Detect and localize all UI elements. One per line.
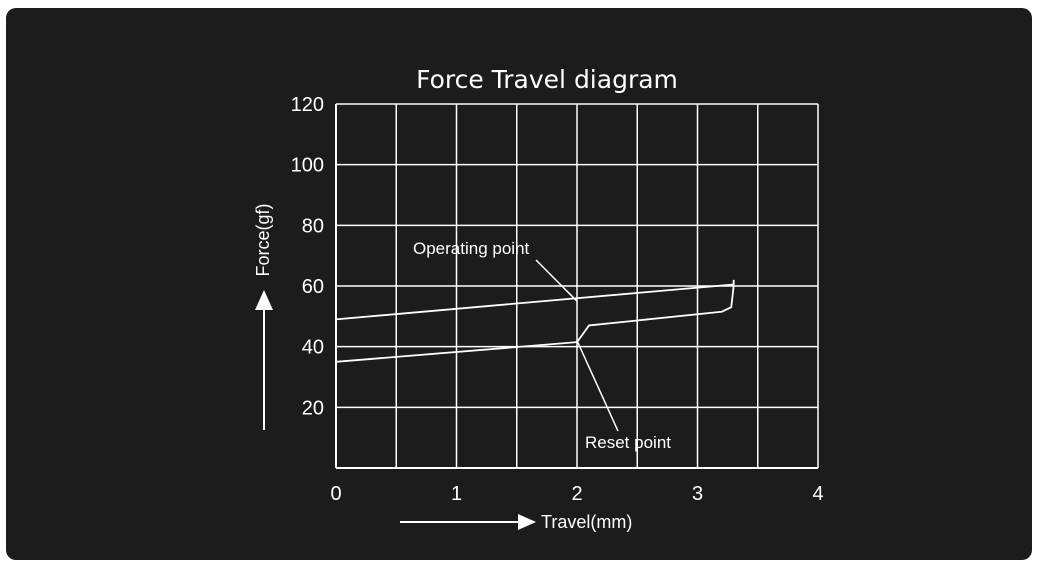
x-tick-label: 4: [812, 483, 823, 505]
chart-title: Force Travel diagram: [416, 65, 678, 94]
series-layer: [335, 279, 735, 363]
x-axis-arrow: [400, 514, 536, 530]
chart-frame: 0 1 2 3 4 20 40 60 80 100 120 Force Travel diagram…: [6, 8, 1032, 560]
operating-point-leader: [535, 259, 578, 302]
reset-point-leader: [576, 340, 619, 432]
y-tick-label: 120: [291, 94, 324, 116]
x-tick-label: 3: [692, 483, 703, 505]
x-tick-label: 0: [330, 483, 341, 505]
y-tick-label: 40: [302, 337, 324, 359]
grid: [335, 103, 819, 469]
y-axis-arrow: [255, 290, 273, 430]
operating-point-label: Operating point: [413, 239, 530, 258]
press-force-line: [335, 279, 735, 321]
tick-labels: 0 1 2 3 4 20 40 60 80 100 120: [291, 94, 824, 505]
y-tick-label: 60: [302, 276, 324, 298]
y-tick-label: 80: [302, 215, 324, 237]
annotation-leaders: [535, 259, 619, 432]
x-tick-label: 2: [571, 483, 582, 505]
y-axis-label: Force(gf): [253, 203, 273, 276]
release-force-line: [335, 285, 735, 363]
x-tick-label: 1: [451, 483, 462, 505]
x-axis-label: Travel(mm): [541, 512, 632, 532]
y-tick-label: 20: [302, 397, 324, 419]
y-tick-label: 100: [291, 155, 324, 177]
reset-point-label: Reset point: [585, 433, 671, 452]
force-travel-chart: 0 1 2 3 4 20 40 60 80 100 120 Force Travel diagram…: [253, 65, 824, 532]
